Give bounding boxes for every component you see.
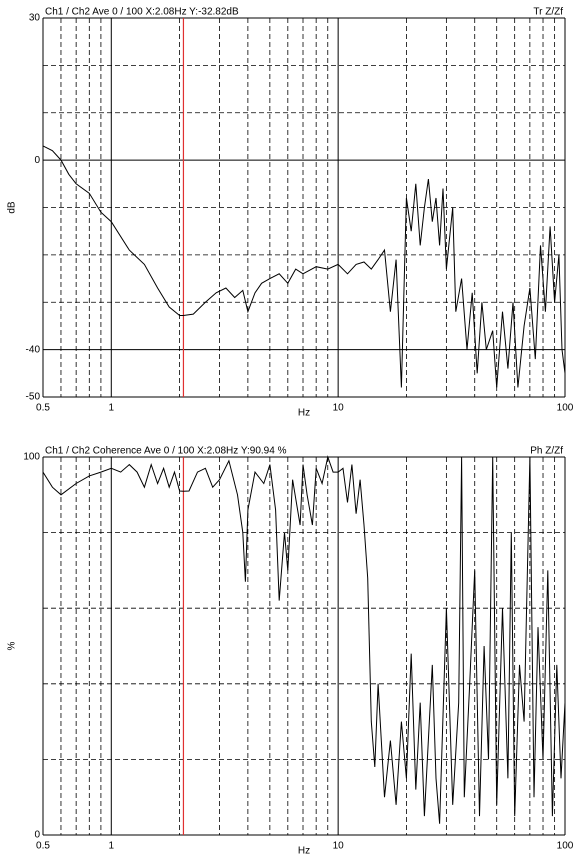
y-tick-label: 0 [34, 155, 40, 166]
x-tick-label: 1 [109, 841, 115, 852]
y-tick-label: -50 [26, 392, 41, 403]
x-tick-label: 10 [333, 403, 345, 414]
y-tick-label: 0 [34, 830, 40, 841]
x-tick-label: 100 [557, 403, 574, 414]
y-tick-label: 30 [29, 13, 41, 24]
mode-label: Tr Z/Zf [533, 7, 563, 18]
mode-label: Ph Z/Zf [530, 446, 563, 457]
y-tick-label: -40 [26, 344, 41, 355]
data-line [42, 455, 566, 824]
x-tick-label: 0.5 [36, 403, 50, 414]
x-tick-label: 10 [333, 841, 345, 852]
y-axis-label: % [7, 641, 18, 650]
x-axis-label: Hz [298, 408, 310, 419]
x-axis-label: Hz [298, 846, 310, 857]
x-tick-label: 100 [557, 841, 574, 852]
data-line [42, 145, 566, 388]
chart-title: Ch1 / Ch2 Coherence Ave 0 / 100 X:2.08Hz… [45, 446, 287, 457]
x-tick-label: 0.5 [36, 841, 50, 852]
y-axis-label: dB [7, 201, 18, 214]
y-tick-label: 100 [23, 452, 40, 463]
x-tick-label: 1 [109, 403, 115, 414]
chart-title: Ch1 / Ch2 Ave 0 / 100 X:2.08Hz Y:-32.82d… [45, 7, 239, 18]
